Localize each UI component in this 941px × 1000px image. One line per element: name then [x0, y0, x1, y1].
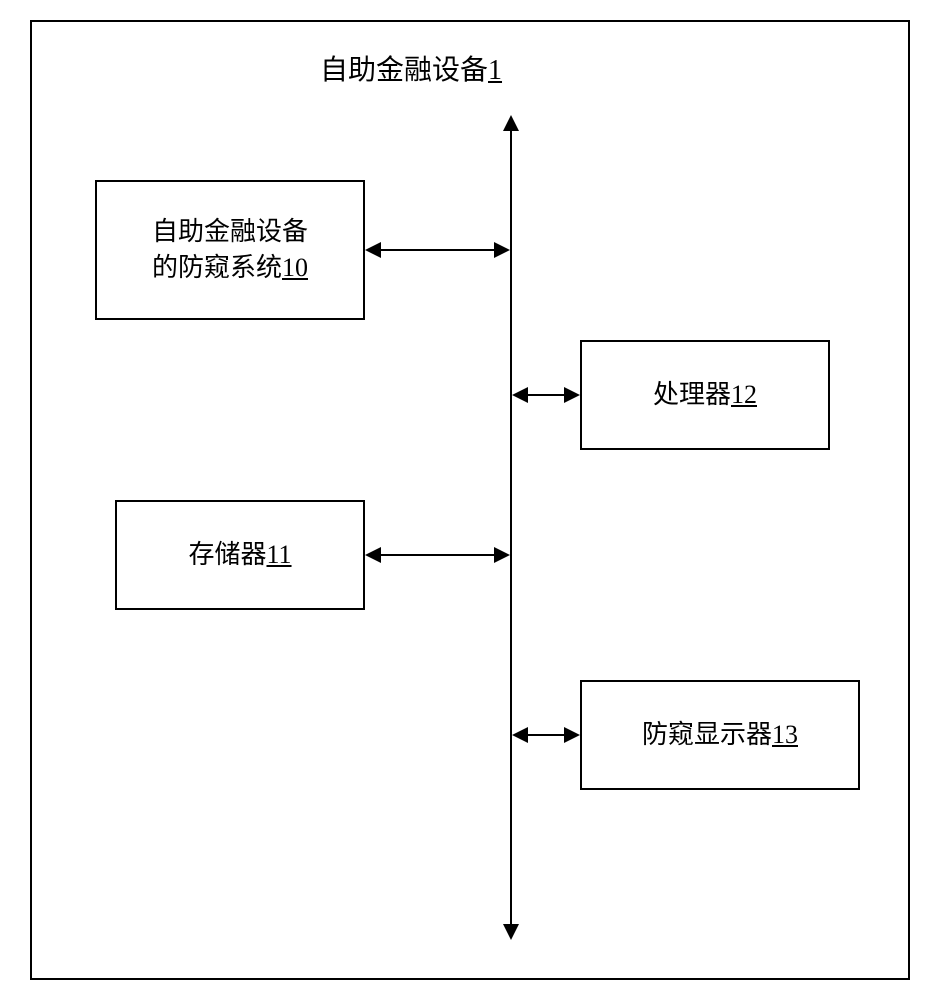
block-anti-peep-system: 自助金融设备 的防窥系统10 — [95, 180, 365, 320]
block-processor: 处理器12 — [580, 340, 830, 450]
connector-processor — [526, 394, 566, 396]
connector-memory — [379, 554, 496, 556]
connector-arrow-right-icon — [494, 547, 510, 563]
block-ref: 11 — [266, 540, 291, 569]
title-text: 自助金融设备 — [320, 55, 488, 86]
connector-arrow-right-icon — [564, 387, 580, 403]
connector-anti-peep-system — [379, 249, 496, 251]
block-label: 处理器 — [653, 380, 731, 409]
connector-arrow-right-icon — [564, 727, 580, 743]
block-anti-peep-display: 防窥显示器13 — [580, 680, 860, 790]
block-ref: 13 — [772, 720, 798, 749]
block-memory: 存储器11 — [115, 500, 365, 610]
block-ref: 12 — [731, 380, 757, 409]
connector-arrow-left-icon — [512, 727, 528, 743]
connector-arrow-right-icon — [494, 242, 510, 258]
connector-arrow-left-icon — [365, 547, 381, 563]
block-ref: 10 — [282, 253, 308, 282]
connector-arrow-left-icon — [512, 387, 528, 403]
bus-arrow-down-icon — [503, 924, 519, 940]
diagram-title: 自助金融设备1 — [320, 48, 502, 88]
bus-arrow-up-icon — [503, 115, 519, 131]
title-ref: 1 — [488, 55, 502, 86]
block-label: 存储器 — [188, 540, 266, 569]
bus-line — [510, 131, 512, 924]
connector-anti-peep-display — [526, 734, 566, 736]
block-label: 防窥显示器 — [642, 720, 772, 749]
connector-arrow-left-icon — [365, 242, 381, 258]
